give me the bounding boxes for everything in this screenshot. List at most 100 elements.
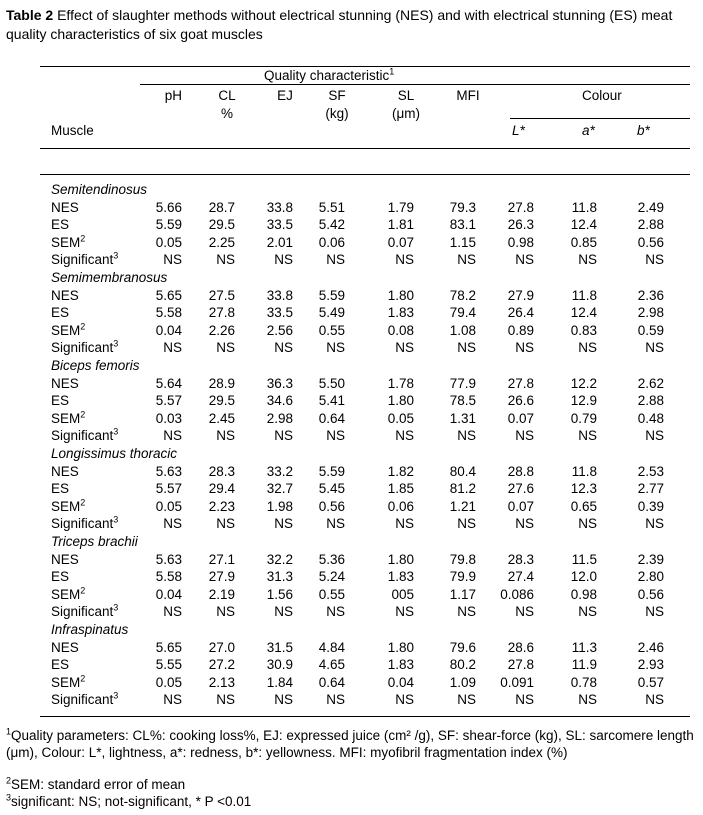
table-cell: 0.07 <box>507 410 534 426</box>
row-label-sem: SEM2 <box>51 674 85 691</box>
header-rule-1 <box>40 148 690 149</box>
table-cell: 5.65 <box>155 639 182 655</box>
table-cell: 5.63 <box>155 463 182 479</box>
table-cell: NS <box>457 692 476 708</box>
row-label-text: Significant <box>51 692 114 708</box>
table-cell: 5.55 <box>155 657 182 673</box>
table-cell: 0.85 <box>570 234 597 250</box>
row-label-text: Significant <box>51 604 114 620</box>
table-cell: 2.88 <box>637 393 664 409</box>
table-cell: 28.3 <box>208 463 235 479</box>
table-cell: NS <box>395 604 414 620</box>
table-cell: 11.8 <box>571 287 597 303</box>
quality-group-label: Quality characteristic <box>264 68 390 83</box>
row-label-text: NES <box>51 551 79 567</box>
table-cell: 0.57 <box>637 674 664 690</box>
table-cell: 36.3 <box>266 375 293 391</box>
table-cell: 0.98 <box>507 234 534 250</box>
row-label-nes: NES <box>51 376 79 392</box>
table-cell: 12.3 <box>570 481 597 497</box>
table-cell: 0.07 <box>387 234 414 250</box>
table-cell: 27.8 <box>507 199 534 215</box>
table-cell: 33.2 <box>266 463 293 479</box>
row-label-sup: 3 <box>113 602 119 613</box>
table-cell: 34.6 <box>266 393 293 409</box>
table-cell: 2.77 <box>637 481 664 497</box>
row-label-sup: 3 <box>113 250 119 261</box>
table-cell: 30.9 <box>266 657 293 673</box>
table-cell: NS <box>515 604 534 620</box>
row-label-sig: Significant3 <box>51 339 118 356</box>
table-cell: 5.57 <box>155 393 182 409</box>
table-cell: 0.55 <box>318 322 345 338</box>
table-cell: 11.8 <box>571 199 597 215</box>
table-cell: 0.06 <box>387 498 414 514</box>
colour-column-header-2: b* <box>637 123 650 138</box>
table-cell: NS <box>578 428 597 444</box>
row-label-sig: Significant3 <box>51 426 119 444</box>
table-cell: 5.58 <box>155 305 182 321</box>
table-cell: 5.42 <box>318 217 345 233</box>
table-cell: 0.65 <box>570 498 597 514</box>
table-cell: 1.80 <box>387 639 414 655</box>
table-cell: 1.83 <box>387 305 414 321</box>
table-cell: NS <box>216 340 235 356</box>
row-label-sem: SEM2 <box>51 234 85 251</box>
quality-group-sup: 1 <box>389 66 395 77</box>
row-label-sig: Significant3 <box>51 691 118 708</box>
table-cell: 27.5 <box>208 287 235 303</box>
table-cell: 0.03 <box>155 410 182 426</box>
table-cell: 2.62 <box>637 375 664 391</box>
table-cell: 80.2 <box>449 657 476 673</box>
column-header-1: CL <box>218 88 236 103</box>
table-cell: 1.56 <box>266 586 293 602</box>
table-cell: 2.80 <box>637 569 664 585</box>
table-cell: 5.63 <box>155 551 182 567</box>
table-cell: NS <box>578 252 597 268</box>
table-cell: 0.48 <box>637 410 664 426</box>
table-cell: 2.19 <box>208 586 235 602</box>
row-label-text: Significant <box>51 252 114 268</box>
table-cell: 2.45 <box>208 410 235 426</box>
table-cell: 27.8 <box>507 657 534 673</box>
table-cell: 2.39 <box>637 551 664 567</box>
table-cell: NS <box>326 428 345 444</box>
muscle-name: Biceps femoris <box>51 358 140 373</box>
table-cell: 5.57 <box>155 481 182 497</box>
table-cell: 26.3 <box>507 217 534 233</box>
column-header-3: SF <box>328 88 346 103</box>
table-cell: 0.04 <box>387 674 414 690</box>
table-caption: Table 2 Effect of slaughter methods with… <box>6 6 696 44</box>
table-cell: 32.2 <box>266 551 293 567</box>
row-label-text: ES <box>51 393 70 409</box>
table-cell: 4.84 <box>318 639 345 655</box>
table-cell: 2.88 <box>637 217 664 233</box>
row-label-text: ES <box>51 217 70 233</box>
table-cell: 27.9 <box>208 569 235 585</box>
table-cell: 29.4 <box>208 481 235 497</box>
row-label-text: SEM <box>51 234 81 250</box>
table-cell: 77.9 <box>449 375 476 391</box>
table-cell: 28.9 <box>208 375 235 391</box>
row-label-text: NES <box>51 375 79 391</box>
table-cell: NS <box>457 252 476 268</box>
table-cell: NS <box>457 516 476 532</box>
row-label-text: SEM <box>51 322 81 338</box>
row-label-sup: 2 <box>80 321 86 332</box>
table-cell: 2.56 <box>266 322 293 338</box>
column-header-4: SL <box>397 88 415 103</box>
row-label-sig: Significant3 <box>51 515 118 532</box>
row-label-text: Significant <box>51 516 114 532</box>
table-cell: 83.1 <box>449 217 476 233</box>
table-cell: 5.59 <box>318 463 345 479</box>
table-cell: 1.80 <box>387 393 414 409</box>
row-label-sup: 3 <box>113 426 119 437</box>
row-label-sup: 2 <box>80 585 86 596</box>
table-cell: 2.13 <box>208 674 235 690</box>
table-cell: 0.98 <box>570 586 597 602</box>
table-cell: 0.83 <box>570 322 597 338</box>
table-cell: 5.49 <box>318 305 345 321</box>
table-cell: 0.06 <box>318 234 345 250</box>
row-label-text: ES <box>51 569 70 585</box>
table-cell: NS <box>216 252 235 268</box>
